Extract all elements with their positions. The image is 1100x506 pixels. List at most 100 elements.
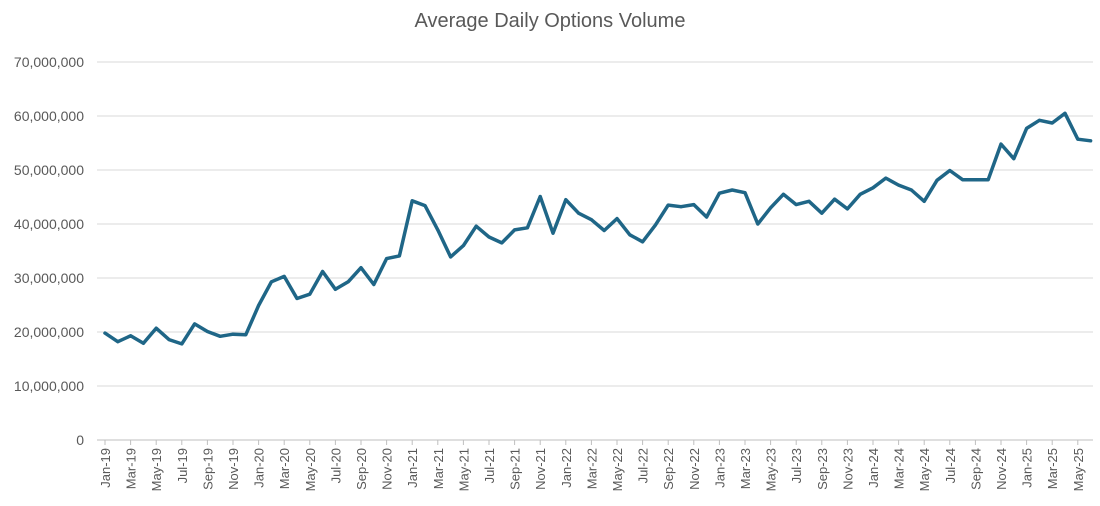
data-point bbox=[449, 255, 453, 259]
data-point bbox=[961, 178, 965, 182]
y-tick-label: 40,000,000 bbox=[14, 216, 84, 232]
data-point bbox=[769, 206, 773, 210]
data-point bbox=[1076, 137, 1080, 141]
x-tick-label: Mar-23 bbox=[738, 448, 753, 489]
x-tick-label: Jul-23 bbox=[789, 448, 804, 483]
y-tick-label: 60,000,000 bbox=[14, 108, 84, 124]
x-tick-label: Mar-20 bbox=[277, 448, 292, 489]
x-tick-label: Jan-23 bbox=[712, 448, 727, 488]
data-point bbox=[269, 280, 273, 284]
data-point bbox=[205, 329, 209, 333]
data-point bbox=[858, 192, 862, 196]
series-line bbox=[103, 111, 1093, 346]
x-tick-label: May-21 bbox=[456, 448, 471, 491]
data-point bbox=[461, 244, 465, 248]
data-point bbox=[679, 205, 683, 209]
y-tick-label: 70,000,000 bbox=[14, 54, 84, 70]
data-point bbox=[180, 342, 184, 346]
x-tick-label: Jul-21 bbox=[482, 448, 497, 483]
x-tick-label: Nov-23 bbox=[840, 448, 855, 490]
data-point bbox=[833, 197, 837, 201]
x-tick-label: Mar-25 bbox=[1045, 448, 1060, 489]
y-tick-label: 30,000,000 bbox=[14, 270, 84, 286]
data-point bbox=[999, 142, 1003, 146]
x-tick-label: Sep-20 bbox=[354, 448, 369, 490]
x-tick-label: Sep-23 bbox=[815, 448, 830, 490]
x-tick-label: Jul-22 bbox=[636, 448, 651, 483]
data-point bbox=[1089, 139, 1093, 143]
x-tick-label: Mar-24 bbox=[892, 448, 907, 489]
data-point bbox=[487, 235, 491, 239]
x-tick-label: Jan-22 bbox=[559, 448, 574, 488]
data-point bbox=[103, 331, 107, 335]
data-point bbox=[282, 274, 286, 278]
x-tick-label: Nov-20 bbox=[380, 448, 395, 490]
data-point bbox=[794, 203, 798, 207]
data-point bbox=[653, 223, 657, 227]
x-tick-label: May-22 bbox=[610, 448, 625, 491]
data-point bbox=[705, 215, 709, 219]
chart-title: Average Daily Options Volume bbox=[414, 10, 686, 32]
x-tick-label: Mar-19 bbox=[124, 448, 139, 489]
x-tick-label: May-23 bbox=[764, 448, 779, 491]
data-point bbox=[871, 186, 875, 190]
data-point bbox=[538, 194, 542, 198]
x-tick-label: Sep-24 bbox=[968, 448, 983, 490]
x-tick-label: Jan-21 bbox=[405, 448, 420, 488]
data-point bbox=[359, 266, 363, 270]
data-point bbox=[948, 169, 952, 173]
data-point bbox=[577, 211, 581, 215]
data-point bbox=[1012, 157, 1016, 161]
data-point bbox=[743, 191, 747, 195]
data-point bbox=[897, 183, 901, 187]
data-point bbox=[909, 188, 913, 192]
data-point bbox=[193, 322, 197, 326]
y-tick-label: 0 bbox=[76, 432, 84, 448]
y-tick-label: 10,000,000 bbox=[14, 378, 84, 394]
x-tick-label: Nov-21 bbox=[533, 448, 548, 490]
data-point bbox=[385, 257, 389, 261]
data-point bbox=[756, 222, 760, 226]
data-point bbox=[845, 207, 849, 211]
x-tick-label: Nov-22 bbox=[687, 448, 702, 490]
data-point bbox=[973, 178, 977, 182]
data-point bbox=[333, 287, 337, 291]
data-point bbox=[372, 282, 376, 286]
data-point bbox=[218, 334, 222, 338]
x-tick-label: Jul-24 bbox=[943, 448, 958, 483]
data-point bbox=[154, 326, 158, 330]
data-point bbox=[500, 241, 504, 245]
data-point bbox=[615, 217, 619, 221]
data-point bbox=[781, 192, 785, 196]
data-point bbox=[436, 228, 440, 232]
data-point bbox=[666, 203, 670, 207]
data-point bbox=[922, 199, 926, 203]
data-point bbox=[525, 226, 529, 230]
data-point bbox=[628, 233, 632, 237]
x-tick-label: Sep-21 bbox=[508, 448, 523, 490]
data-point bbox=[1025, 126, 1029, 130]
data-point bbox=[1050, 121, 1054, 125]
y-tick-label: 20,000,000 bbox=[14, 324, 84, 340]
x-tick-label: Nov-19 bbox=[226, 448, 241, 490]
x-axis-tick-labels: Jan-19 Mar-19 May-19 Jul-19 Sep-19 Nov-19 Jan-… bbox=[98, 440, 1086, 491]
data-point bbox=[257, 304, 261, 308]
data-point bbox=[641, 240, 645, 244]
x-tick-label: May-24 bbox=[917, 448, 932, 491]
data-point bbox=[244, 333, 248, 337]
x-tick-label: Sep-22 bbox=[661, 448, 676, 490]
data-point bbox=[564, 198, 568, 202]
data-point bbox=[513, 228, 517, 232]
data-point bbox=[717, 191, 721, 195]
y-tick-label: 50,000,000 bbox=[14, 162, 84, 178]
data-point bbox=[129, 334, 133, 338]
data-point bbox=[308, 292, 312, 296]
data-point bbox=[321, 270, 325, 274]
data-point bbox=[397, 254, 401, 258]
x-tick-label: Jul-20 bbox=[328, 448, 343, 483]
x-tick-label: Mar-21 bbox=[431, 448, 446, 489]
x-tick-label: May-25 bbox=[1071, 448, 1086, 491]
x-tick-label: Jul-19 bbox=[175, 448, 190, 483]
